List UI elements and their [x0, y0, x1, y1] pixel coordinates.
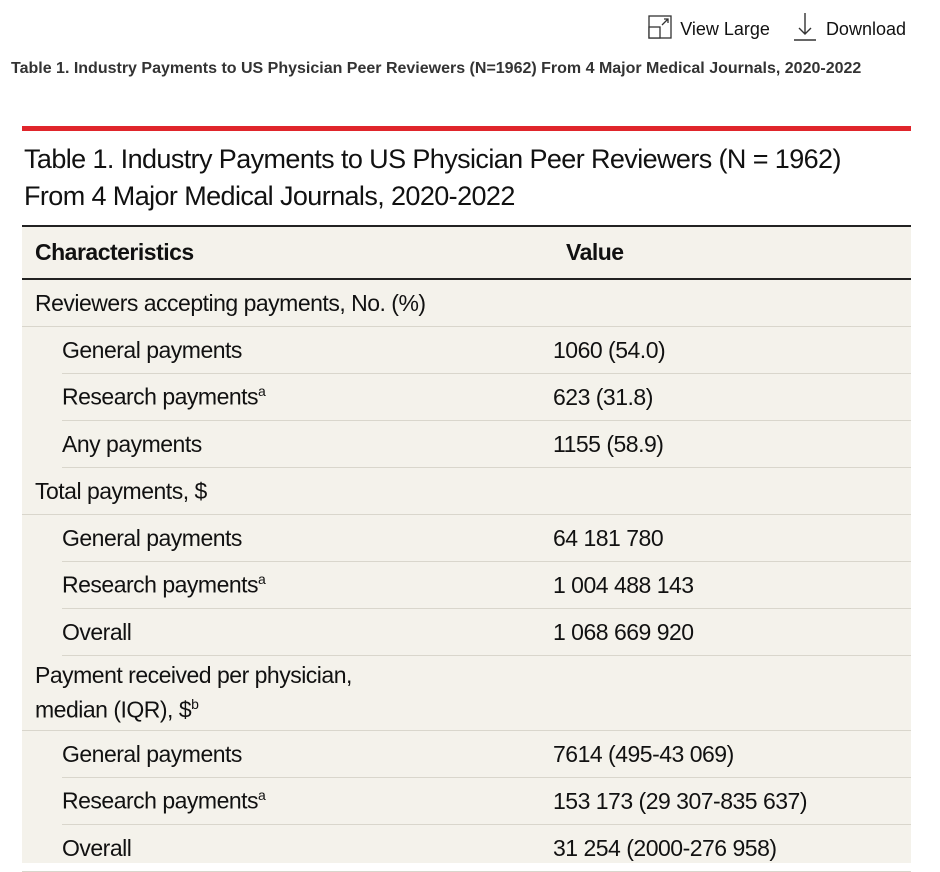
label-text: Research payments	[62, 787, 259, 814]
row-value: 153 173 (29 307-835 637)	[553, 787, 808, 814]
view-large-button[interactable]: View Large	[648, 15, 770, 44]
row-label: General payments	[62, 740, 242, 767]
row-value: 1 004 488 143	[553, 571, 694, 598]
download-label: Download	[825, 19, 906, 39]
row-value: 64 181 780	[553, 524, 664, 551]
download-icon	[792, 12, 818, 47]
footnote-mark: b	[191, 696, 199, 713]
label-text: Research payments	[62, 571, 259, 598]
row-label: General payments	[62, 524, 242, 551]
row-value: 1155 (58.9)	[553, 430, 664, 457]
table-row: General payments 64 181 780	[62, 515, 911, 562]
table-row: Research paymentsa 153 173 (29 307-835 63…	[62, 778, 911, 825]
data-table: Table 1. Industry Payments to US Physici…	[22, 126, 911, 872]
header-characteristics: Characteristics	[35, 239, 194, 265]
row-label: Reviewers accepting payments, No. (%)	[35, 289, 426, 316]
table-row: Reviewers accepting payments, No. (%)	[22, 280, 911, 327]
row-value: 7614 (495-43 069)	[553, 740, 734, 767]
table-row: Any payments 1155 (58.9)	[62, 421, 911, 468]
row-label: Total payments, $	[35, 477, 207, 504]
row-label: Overall	[62, 834, 132, 861]
row-label: Research paymentsa	[62, 787, 553, 815]
table-row: Research paymentsa 1 004 488 143	[62, 562, 911, 609]
toolbar: View Large Download	[648, 12, 906, 47]
expand-icon	[648, 15, 672, 44]
footnote-mark: a	[258, 383, 266, 400]
table-row: General payments 1060 (54.0)	[62, 327, 911, 374]
row-label: Research paymentsa	[62, 571, 553, 599]
table-row: General payments 7614 (495-43 069)	[62, 731, 911, 778]
view-large-label: View Large	[680, 19, 770, 39]
table-title: Table 1. Industry Payments to US Physici…	[22, 131, 911, 227]
table-row: Overall 31 254 (2000-276 958)	[22, 825, 911, 872]
label-text: median (IQR), $	[35, 696, 192, 723]
header-value: Value	[566, 239, 624, 265]
footnote-mark: a	[258, 787, 266, 804]
table-row: Payment received per physician, median (I…	[22, 656, 911, 731]
table-row: Research paymentsa 623 (31.8)	[62, 374, 911, 421]
row-label: Overall	[62, 618, 132, 645]
table-row: Overall 1 068 669 920	[62, 609, 911, 656]
row-value: 31 254 (2000-276 958)	[553, 834, 777, 861]
label-text: Research payments	[62, 383, 259, 410]
table-row: Total payments, $	[22, 468, 911, 515]
title-line: Table 1. Industry Payments to US Physici…	[24, 144, 841, 174]
row-label: Payment received per physician, median (I…	[22, 661, 566, 725]
footnote-mark: a	[258, 571, 266, 588]
download-button[interactable]: Download	[792, 12, 906, 47]
table-header: Characteristics Value	[22, 227, 911, 280]
row-label: Research paymentsa	[62, 383, 553, 411]
row-value: 623 (31.8)	[553, 383, 653, 410]
row-value: 1060 (54.0)	[553, 336, 666, 363]
row-label: Any payments	[62, 430, 202, 457]
row-label: General payments	[62, 336, 242, 363]
label-text: Payment received per physician,	[35, 662, 352, 689]
table-caption: Table 1. Industry Payments to US Physici…	[11, 60, 862, 77]
title-line: From 4 Major Medical Journals, 2020-2022	[24, 181, 515, 211]
row-value: 1 068 669 920	[553, 618, 694, 645]
